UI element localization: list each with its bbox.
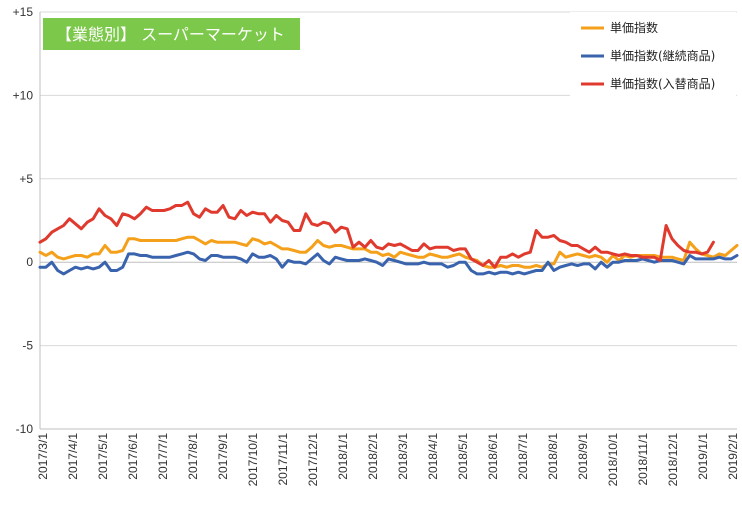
y-axis-tick-labels: +15 +10 +5 0 -5 -10 [13, 5, 34, 436]
series-line-3 [38, 200, 715, 269]
x-tick-label: 2018/12/1 [666, 433, 680, 487]
x-tick-label: 2018/11/1 [636, 433, 650, 486]
y-tick-label: -5 [22, 339, 33, 353]
x-tick-label: 2018/2/1 [366, 433, 380, 480]
x-tick-label: 2018/1/1 [336, 433, 350, 480]
series-line-1 [38, 235, 739, 269]
x-tick-label: 2017/6/1 [126, 433, 140, 480]
x-tick-label: 2017/11/1 [276, 433, 290, 486]
y-tick-label: +5 [19, 172, 33, 186]
y-tick-label: +15 [13, 5, 34, 19]
legend-label: 単価指数(入替商品) [610, 76, 715, 91]
x-tick-label: 2017/10/1 [246, 433, 260, 487]
x-tick-label: 2018/6/1 [486, 433, 500, 480]
x-tick-label: 2018/7/1 [516, 433, 530, 480]
legend-label: 単価指数 [610, 20, 658, 35]
x-tick-label: 2018/4/1 [426, 433, 440, 480]
x-axis-tick-labels: 2017/3/1 2017/4/1 2017/5/1 2017/6/1 2017/7/1… [36, 433, 740, 487]
x-tick-label: 2017/4/1 [66, 433, 80, 480]
series-line-2 [38, 250, 739, 276]
x-tick-label: 2017/7/1 [156, 433, 170, 480]
chart-title: 【業態別】 スーパーマーケット [56, 25, 285, 44]
x-tick-label: 2019/2/1 [726, 433, 740, 480]
series-lines [38, 200, 739, 276]
x-tick-label: 2018/3/1 [396, 433, 410, 480]
x-tick-label: 2017/5/1 [96, 433, 110, 480]
x-tick-label: 2017/3/1 [36, 433, 50, 480]
x-tick-label: 2017/8/1 [186, 433, 200, 480]
x-tick-label: 2017/12/1 [306, 433, 320, 487]
y-tick-label: 0 [26, 255, 33, 269]
legend-label: 単価指数(継続商品) [610, 48, 715, 63]
axes [39, 12, 737, 430]
x-tick-label: 2018/5/1 [456, 433, 470, 480]
chart-title-background [43, 18, 300, 50]
x-tick-label: 2018/10/1 [606, 433, 620, 487]
y-tick-label: -10 [16, 422, 34, 436]
x-tick-label: 2017/9/1 [216, 433, 230, 480]
x-tick-label: 2018/9/1 [576, 433, 590, 480]
x-tick-label: 2018/8/1 [546, 433, 560, 480]
y-tick-label: +10 [13, 88, 34, 102]
x-tick-label: 2019/1/1 [696, 433, 710, 480]
